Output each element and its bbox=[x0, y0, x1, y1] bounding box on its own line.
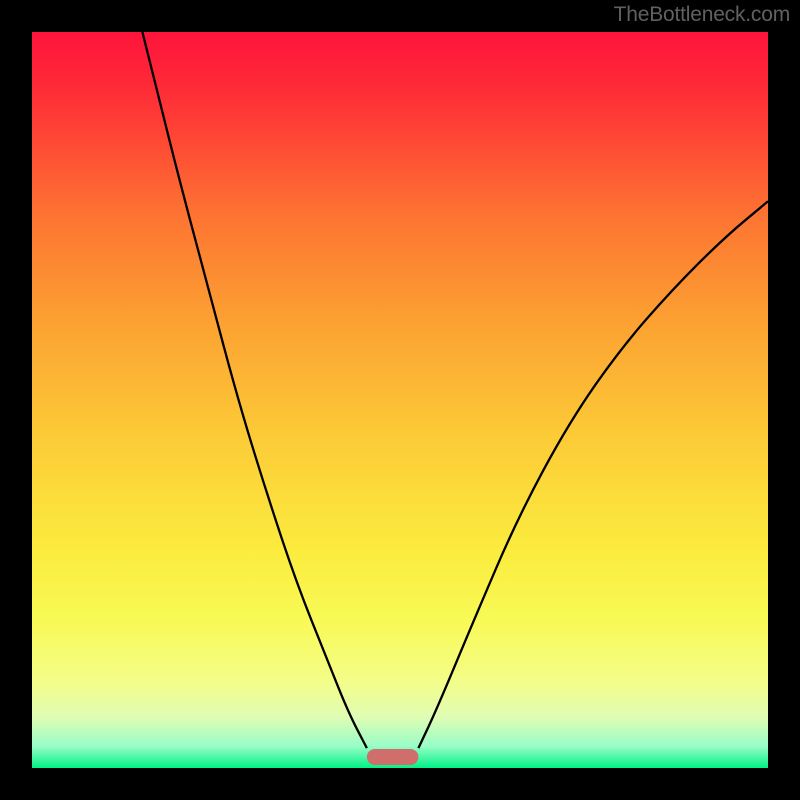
watermark-text: TheBottleneck.com bbox=[614, 3, 790, 27]
chart-plot-area bbox=[32, 32, 768, 768]
optimal-marker bbox=[367, 749, 419, 765]
bottleneck-chart bbox=[0, 0, 800, 800]
